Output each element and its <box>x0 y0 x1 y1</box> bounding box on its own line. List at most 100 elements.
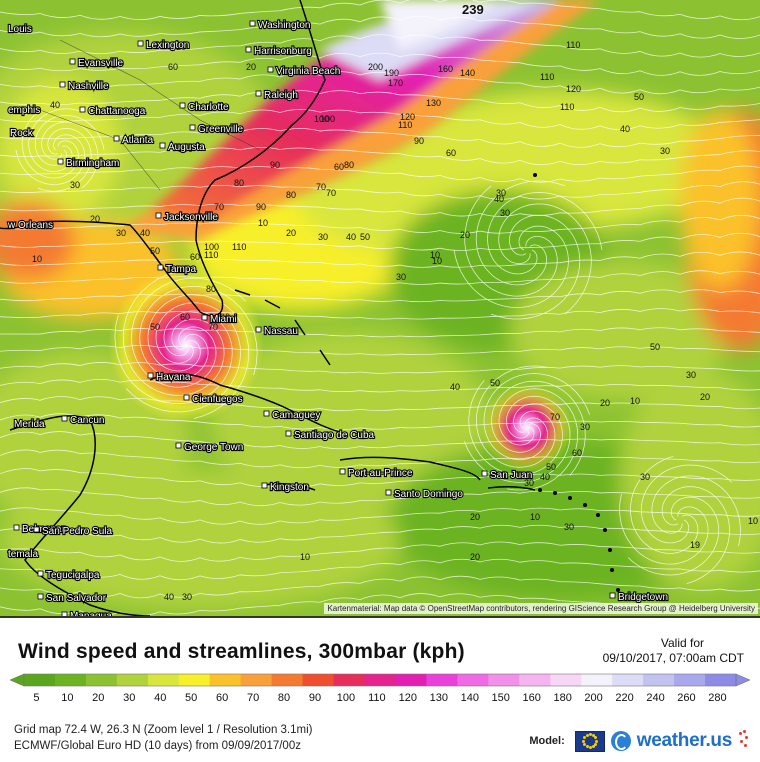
svg-text:San Salvador: San Salvador <box>46 593 107 604</box>
contour-label: 130 <box>426 98 441 108</box>
svg-text:Rock: Rock <box>10 128 34 139</box>
scale-tick-label: 240 <box>646 692 664 704</box>
contour-label: 160 <box>438 64 453 74</box>
scale-swatch-180 <box>550 674 582 686</box>
svg-text:Evansville: Evansville <box>78 58 123 69</box>
contour-label: 50 <box>106 60 116 70</box>
contour-label: 60 <box>446 148 456 158</box>
brand-dots-icon <box>738 730 748 752</box>
svg-text:Santiago de Cuba: Santiago de Cuba <box>294 430 375 441</box>
scale-swatch-80 <box>271 674 304 686</box>
svg-text:temala: temala <box>8 549 38 560</box>
contour-label: 30 <box>116 228 126 238</box>
contour-label: 60 <box>572 448 582 458</box>
contour-label: 60 <box>334 162 344 172</box>
city-temala: temala <box>7 548 40 561</box>
contour-label: 30 <box>70 180 80 190</box>
contour-label: 50 <box>150 322 160 332</box>
scale-swatch-130 <box>426 674 458 686</box>
eu-flag-icon <box>574 730 605 752</box>
brand-block[interactable]: Model: weather.us <box>529 726 748 756</box>
city-kingston: Kingston <box>261 481 310 494</box>
scale-swatch-10 <box>54 674 87 686</box>
scale-tick-label: 80 <box>278 692 290 704</box>
svg-text:Greenville: Greenville <box>198 124 243 135</box>
scale-swatch-260 <box>674 674 706 686</box>
contour-label: 40 <box>50 100 60 110</box>
svg-text:Washington: Washington <box>258 20 310 31</box>
svg-text:Managua: Managua <box>70 611 112 616</box>
scale-swatch-200 <box>581 674 613 686</box>
city-harrisonburg: Harrisonburg <box>245 45 313 58</box>
contour-label: 90 <box>256 202 266 212</box>
city-atlanta: Atlanta <box>113 134 155 147</box>
weather-map[interactable]: 239 20 20 200 190 170 160 140 130 120 110 110 110 120… <box>0 0 760 616</box>
contour-label: 30 <box>640 472 650 482</box>
svg-text:Nashville: Nashville <box>68 81 109 92</box>
svg-text:Raleigh: Raleigh <box>264 90 298 101</box>
contour-label: 110 <box>566 40 580 50</box>
svg-text:Cienfuegos: Cienfuegos <box>192 394 243 405</box>
svg-text:San Juan: San Juan <box>490 470 532 481</box>
contour-label: 90 <box>220 312 230 322</box>
model-label: Model: <box>529 735 565 747</box>
svg-text:Birmingham: Birmingham <box>66 158 119 169</box>
svg-text:Augusta: Augusta <box>168 142 205 153</box>
city-san-juan: San Juan <box>481 469 533 482</box>
contour-label: 70 <box>208 322 218 332</box>
city-belmopan: Belmopan <box>13 523 68 536</box>
scale-arrow-left <box>9 673 25 687</box>
svg-text:Tegucigalpa: Tegucigalpa <box>46 570 100 581</box>
svg-text:Kingston: Kingston <box>270 482 309 493</box>
city-managua: Managua <box>61 610 113 616</box>
contour-label: 100 <box>314 114 329 124</box>
contour-label: 40 <box>140 228 150 238</box>
city-port-au-prince: Port-au-Prince <box>339 467 414 480</box>
contour-label: 40 <box>346 232 356 242</box>
scale-tick-label: 150 <box>492 692 510 704</box>
scale-tick-label: 180 <box>553 692 571 704</box>
contour-label: 20 <box>286 228 296 238</box>
contour-label: 110 <box>232 242 246 252</box>
scale-tick-label: 30 <box>123 692 135 704</box>
contour-label: 20 <box>246 62 256 72</box>
scale-tick-label: 260 <box>677 692 695 704</box>
map-metadata: Grid map 72.4 W, 26.3 N (Zoom level 1 / … <box>14 722 312 754</box>
city-greenville: Greenville <box>189 123 245 136</box>
contour-label: 10 <box>430 250 440 260</box>
contour-label: 20 <box>470 512 480 522</box>
contour-label: 40 <box>540 472 550 482</box>
city-charlotte: Charlotte <box>179 101 230 114</box>
contour-label: 90 <box>414 136 424 146</box>
scale-tick-label: 100 <box>337 692 355 704</box>
brand-wordmark[interactable]: weather.us <box>637 730 733 752</box>
contour-label: 140 <box>460 68 475 78</box>
scale-swatch-110 <box>364 674 396 686</box>
legend-footer: Wind speed and streamlines, 300mbar (kph… <box>0 616 760 762</box>
city-lexington: Lexington <box>137 39 190 52</box>
contour-label: 10 <box>630 396 640 406</box>
contour-label: 190 <box>384 68 399 78</box>
contour-label: 200 <box>368 62 383 72</box>
valid-value: 09/10/2017, 07:00am CDT <box>602 651 744 665</box>
scale-swatch-280 <box>705 674 737 686</box>
contour-label: 40 <box>450 382 460 392</box>
svg-text:Port-au-Prince: Port-au-Prince <box>348 468 413 479</box>
contour-label: 120 <box>566 84 581 94</box>
contour-label: 80 <box>344 160 354 170</box>
scale-tick-label: 160 <box>523 692 541 704</box>
contour-label: 40 <box>494 194 504 204</box>
contour-label: 100 <box>178 144 193 154</box>
scale-tick-label: 220 <box>615 692 633 704</box>
city-rock: Rock <box>9 127 35 140</box>
island-chain <box>533 173 620 592</box>
scale-tick-label: 200 <box>584 692 602 704</box>
scale-swatch-100 <box>333 674 366 686</box>
contour-label: 30 <box>564 522 574 532</box>
contour-label: 60 <box>190 252 200 262</box>
contour-label: 30 <box>580 422 590 432</box>
city-havana: Havana <box>147 371 192 384</box>
svg-text:Bridgetown: Bridgetown <box>618 592 668 603</box>
contour-label: 239 <box>462 2 484 17</box>
